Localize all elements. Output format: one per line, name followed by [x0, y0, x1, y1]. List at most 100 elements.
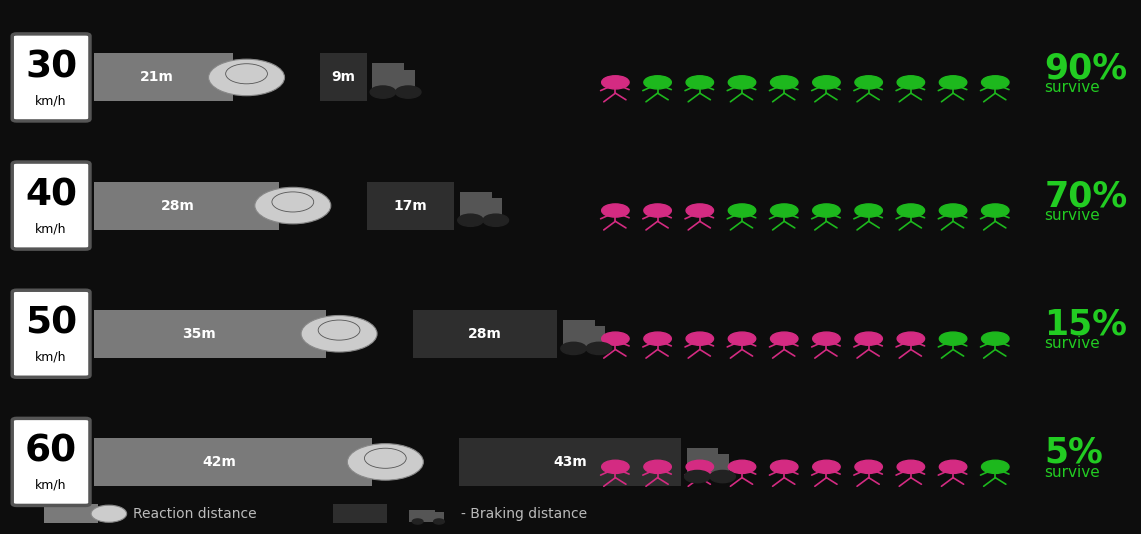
- Circle shape: [254, 187, 331, 224]
- Bar: [372, 64, 404, 92]
- Circle shape: [981, 76, 1009, 89]
- Circle shape: [855, 204, 882, 217]
- Text: km/h: km/h: [35, 350, 67, 364]
- Circle shape: [434, 519, 444, 524]
- Circle shape: [710, 470, 736, 483]
- Bar: [333, 504, 387, 523]
- FancyBboxPatch shape: [13, 290, 90, 377]
- Circle shape: [644, 332, 671, 345]
- Circle shape: [91, 505, 127, 522]
- Circle shape: [483, 214, 509, 226]
- Text: 15%: 15%: [1044, 308, 1127, 342]
- Text: km/h: km/h: [35, 222, 67, 235]
- Circle shape: [812, 204, 840, 217]
- Circle shape: [412, 519, 423, 524]
- Bar: [44, 504, 98, 523]
- Circle shape: [812, 76, 840, 89]
- Bar: [95, 182, 280, 230]
- Text: 30: 30: [25, 50, 78, 85]
- Circle shape: [770, 204, 798, 217]
- Circle shape: [601, 332, 629, 345]
- Circle shape: [981, 332, 1009, 345]
- Bar: [95, 310, 325, 358]
- Text: 50: 50: [25, 306, 78, 342]
- Circle shape: [897, 204, 924, 217]
- Bar: [687, 448, 719, 476]
- Circle shape: [770, 76, 798, 89]
- Circle shape: [728, 332, 755, 345]
- Circle shape: [981, 204, 1009, 217]
- Text: 9m: 9m: [332, 70, 356, 84]
- Circle shape: [685, 470, 710, 483]
- Text: km/h: km/h: [35, 478, 67, 492]
- Text: - Braking distance: - Braking distance: [461, 507, 588, 521]
- Text: 43m: 43m: [553, 455, 586, 469]
- Circle shape: [728, 204, 755, 217]
- Bar: [408, 509, 436, 522]
- Text: survive: survive: [1044, 465, 1100, 480]
- Text: survive: survive: [1044, 80, 1100, 95]
- Text: 5%: 5%: [1044, 436, 1103, 470]
- Text: 90%: 90%: [1044, 51, 1127, 85]
- Circle shape: [458, 214, 484, 226]
- Circle shape: [855, 460, 882, 474]
- Text: 60: 60: [25, 434, 78, 470]
- Bar: [719, 454, 729, 476]
- Circle shape: [897, 332, 924, 345]
- Circle shape: [370, 86, 396, 98]
- FancyBboxPatch shape: [13, 162, 90, 249]
- Bar: [460, 192, 492, 220]
- Bar: [492, 198, 502, 220]
- Bar: [321, 53, 366, 101]
- Circle shape: [855, 76, 882, 89]
- Circle shape: [939, 460, 966, 474]
- Bar: [404, 69, 414, 92]
- Circle shape: [939, 204, 966, 217]
- Circle shape: [644, 76, 671, 89]
- FancyBboxPatch shape: [13, 419, 90, 505]
- Circle shape: [644, 460, 671, 474]
- Text: 40: 40: [25, 178, 78, 214]
- Circle shape: [396, 86, 421, 98]
- Circle shape: [897, 76, 924, 89]
- Text: 21m: 21m: [140, 70, 173, 84]
- Circle shape: [586, 342, 612, 355]
- Circle shape: [812, 332, 840, 345]
- Text: Reaction distance: Reaction distance: [133, 507, 257, 521]
- Circle shape: [897, 460, 924, 474]
- Circle shape: [728, 460, 755, 474]
- Circle shape: [770, 332, 798, 345]
- Circle shape: [601, 460, 629, 474]
- Bar: [563, 320, 594, 348]
- Circle shape: [939, 76, 966, 89]
- Circle shape: [686, 204, 713, 217]
- Bar: [459, 438, 681, 486]
- Circle shape: [644, 204, 671, 217]
- Text: 42m: 42m: [202, 455, 236, 469]
- Bar: [594, 326, 605, 348]
- Circle shape: [686, 76, 713, 89]
- Circle shape: [601, 76, 629, 89]
- Circle shape: [981, 460, 1009, 474]
- Text: 35m: 35m: [181, 327, 216, 341]
- Circle shape: [770, 460, 798, 474]
- Circle shape: [601, 204, 629, 217]
- Circle shape: [686, 460, 713, 474]
- Circle shape: [728, 76, 755, 89]
- Bar: [436, 512, 444, 522]
- Circle shape: [855, 332, 882, 345]
- Bar: [95, 438, 372, 486]
- Circle shape: [686, 332, 713, 345]
- Circle shape: [301, 316, 377, 352]
- Circle shape: [209, 59, 284, 96]
- FancyBboxPatch shape: [13, 34, 90, 121]
- Circle shape: [939, 332, 966, 345]
- Text: survive: survive: [1044, 208, 1100, 223]
- Text: 17m: 17m: [394, 199, 428, 213]
- Bar: [366, 182, 454, 230]
- Bar: [413, 310, 558, 358]
- Text: 28m: 28m: [468, 327, 502, 341]
- Text: survive: survive: [1044, 336, 1100, 351]
- Text: 70%: 70%: [1044, 179, 1127, 214]
- Text: km/h: km/h: [35, 94, 67, 107]
